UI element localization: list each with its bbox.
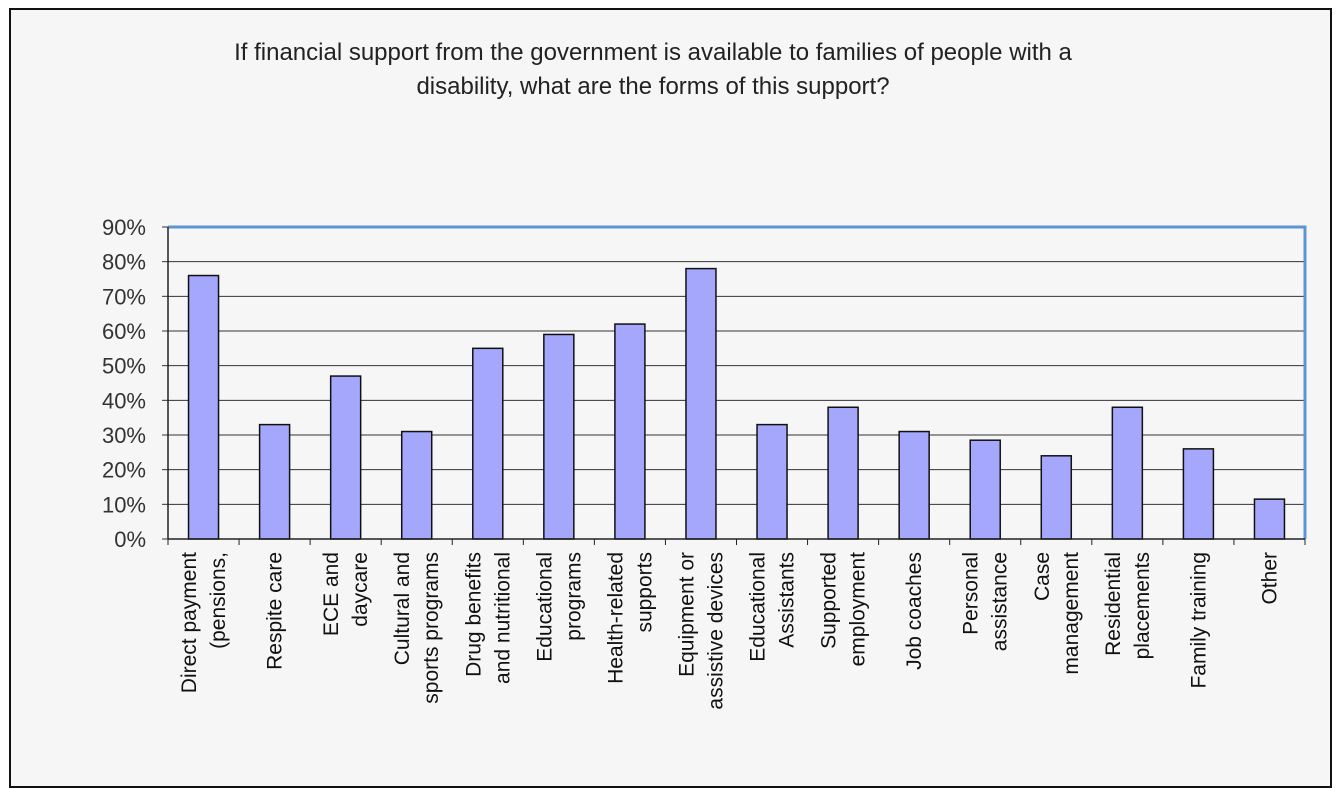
- x-category-label: Job coaches: [903, 552, 926, 670]
- chart-title: If financial support from the government…: [0, 36, 1306, 104]
- y-tick-label: 20%: [102, 458, 146, 483]
- x-category-label-line: Educational: [533, 552, 556, 662]
- x-category-label-line: supports: [633, 552, 656, 633]
- x-category-label: Residential placements: [1102, 552, 1154, 659]
- x-category-label: Family training: [1187, 552, 1210, 689]
- x-category-label: Case management: [1031, 552, 1083, 675]
- x-category-label-line: Drug benefits: [462, 552, 485, 677]
- x-category-label-line: programs: [562, 552, 585, 641]
- x-category-label-line: assistive devices: [704, 552, 727, 710]
- x-category-label-line: Residential: [1102, 552, 1125, 656]
- x-category-label: Cultural and sports programs: [391, 552, 443, 704]
- x-category-label-line: Case: [1031, 552, 1054, 601]
- x-category-label-line: Cultural and: [391, 552, 414, 665]
- x-category-label: Equipment or assistive devices: [675, 552, 727, 710]
- x-category-label-line: daycare: [349, 552, 372, 627]
- x-category-label: Direct payment (pensions,: [178, 552, 230, 693]
- x-category-label-line: Respite care: [264, 552, 287, 670]
- chart-title-line-1: If financial support from the government…: [234, 39, 1072, 66]
- bar: [329, 375, 362, 540]
- x-category-label: Other: [1258, 552, 1281, 605]
- x-category-label-line: Equipment or: [675, 552, 698, 677]
- x-category-label: ECE and daycare: [320, 552, 372, 636]
- bar: [472, 347, 504, 540]
- y-tick-label: 10%: [102, 492, 146, 517]
- bar: [1040, 455, 1073, 540]
- x-category-label-line: Health-related: [604, 552, 627, 684]
- bar: [187, 274, 220, 540]
- x-category-label-line: Assistants: [776, 552, 799, 648]
- y-tick-label: 70%: [102, 284, 146, 309]
- x-category-label-line: Direct payment: [178, 552, 201, 693]
- bar: [827, 406, 859, 540]
- x-category-label-line: Family training: [1187, 552, 1210, 689]
- x-category-label: Respite care: [264, 552, 287, 670]
- x-category-label-line: Supported: [818, 552, 841, 649]
- bar: [685, 267, 717, 540]
- bar: [543, 333, 575, 540]
- bar: [756, 423, 788, 540]
- chart-title-line-2: disability, what are the forms of this s…: [416, 73, 890, 100]
- y-tick-label: 90%: [102, 215, 146, 240]
- x-category-label-line: Other: [1258, 552, 1281, 605]
- x-category-label: Personal assistance: [960, 552, 1012, 651]
- bar: [258, 423, 291, 540]
- x-category-label-line: sports programs: [420, 552, 443, 704]
- x-category-label-line: ECE and: [320, 552, 343, 636]
- bar: [1253, 498, 1286, 540]
- bar: [614, 323, 646, 540]
- y-tick-label: 30%: [102, 423, 146, 448]
- x-category-label: Supported employment: [818, 552, 870, 667]
- x-category-label: Drug benefits and nutritional: [462, 552, 514, 684]
- bar: [969, 439, 1001, 540]
- x-category-label-line: management: [1060, 552, 1083, 675]
- y-tick-label: 60%: [102, 319, 146, 344]
- x-category-label-line: assistance: [989, 552, 1012, 651]
- plot-border: [168, 225, 1307, 539]
- x-category-label-line: Personal: [960, 552, 983, 635]
- x-category-label: Health-related supports: [604, 552, 656, 684]
- x-category-label-line: employment: [847, 552, 870, 667]
- y-tick-label: 80%: [102, 250, 146, 275]
- x-category-label-line: Educational: [747, 552, 770, 662]
- x-category-label: Educational Assistants: [747, 552, 799, 662]
- x-category-label: Educational programs: [533, 552, 585, 662]
- bar: [400, 430, 433, 540]
- y-tick-label: 40%: [102, 388, 146, 413]
- bar: [1111, 406, 1144, 540]
- x-category-label-line: (pensions,: [207, 552, 230, 649]
- x-category-label-line: Job coaches: [903, 552, 926, 670]
- x-category-label-line: and nutritional: [491, 552, 514, 684]
- y-tick-label: 0%: [114, 527, 146, 552]
- bar: [1182, 448, 1215, 540]
- y-tick-label: 50%: [102, 354, 146, 379]
- bar: [898, 430, 930, 540]
- x-category-label-line: placements: [1131, 552, 1154, 659]
